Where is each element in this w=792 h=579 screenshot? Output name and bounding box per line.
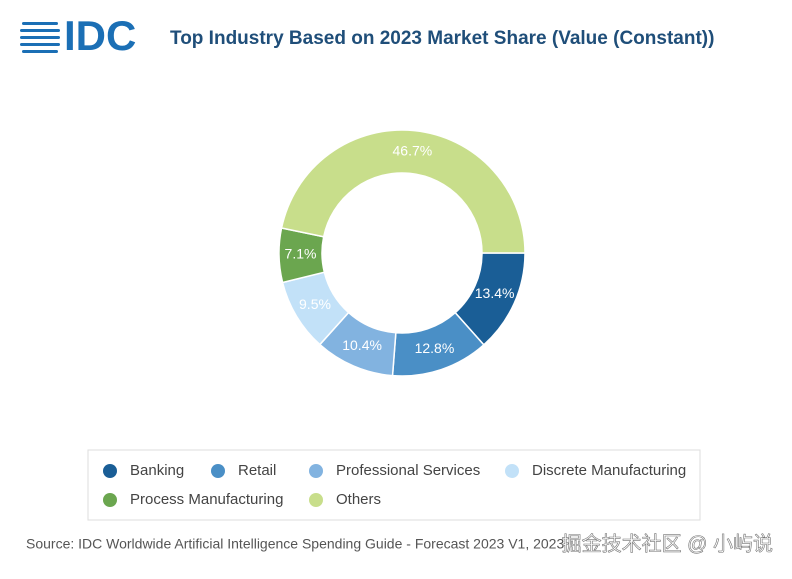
legend-label: Others xyxy=(336,491,381,508)
watermark: 掘金技术社区 @ 小屿说 xyxy=(562,532,773,555)
source: Source: IDC Worldwide Artificial Intelli… xyxy=(26,536,564,552)
legend-marker xyxy=(103,493,117,507)
value-label: 46.7% xyxy=(393,143,433,159)
legend-marker xyxy=(211,464,225,478)
legend-label: Retail xyxy=(238,462,276,479)
value-label: 13.4% xyxy=(475,285,515,301)
value-label: 7.1% xyxy=(285,246,317,262)
legend-box xyxy=(87,449,701,521)
donut-segment xyxy=(280,129,526,254)
legend-label: Process Manufacturing xyxy=(130,491,283,508)
legend-marker xyxy=(309,493,323,507)
legend-label: Discrete Manufacturing xyxy=(532,462,686,479)
value-label: 10.4% xyxy=(342,337,382,353)
logo: IDC xyxy=(64,12,136,59)
value-label: 9.5% xyxy=(299,296,331,312)
value-label: 12.8% xyxy=(415,340,455,356)
chart-title: Top Industry Based on 2023 Market Share … xyxy=(170,28,714,49)
legend-label: Professional Services xyxy=(336,462,480,479)
legend-marker xyxy=(505,464,519,478)
legend-marker xyxy=(309,464,323,478)
legend-label: Banking xyxy=(130,462,184,479)
legend-marker xyxy=(103,464,117,478)
logo-mark xyxy=(20,22,60,53)
